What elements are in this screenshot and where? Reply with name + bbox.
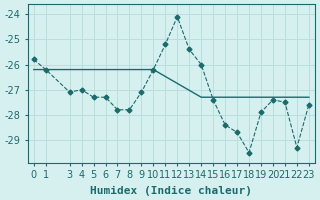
X-axis label: Humidex (Indice chaleur): Humidex (Indice chaleur) — [90, 186, 252, 196]
